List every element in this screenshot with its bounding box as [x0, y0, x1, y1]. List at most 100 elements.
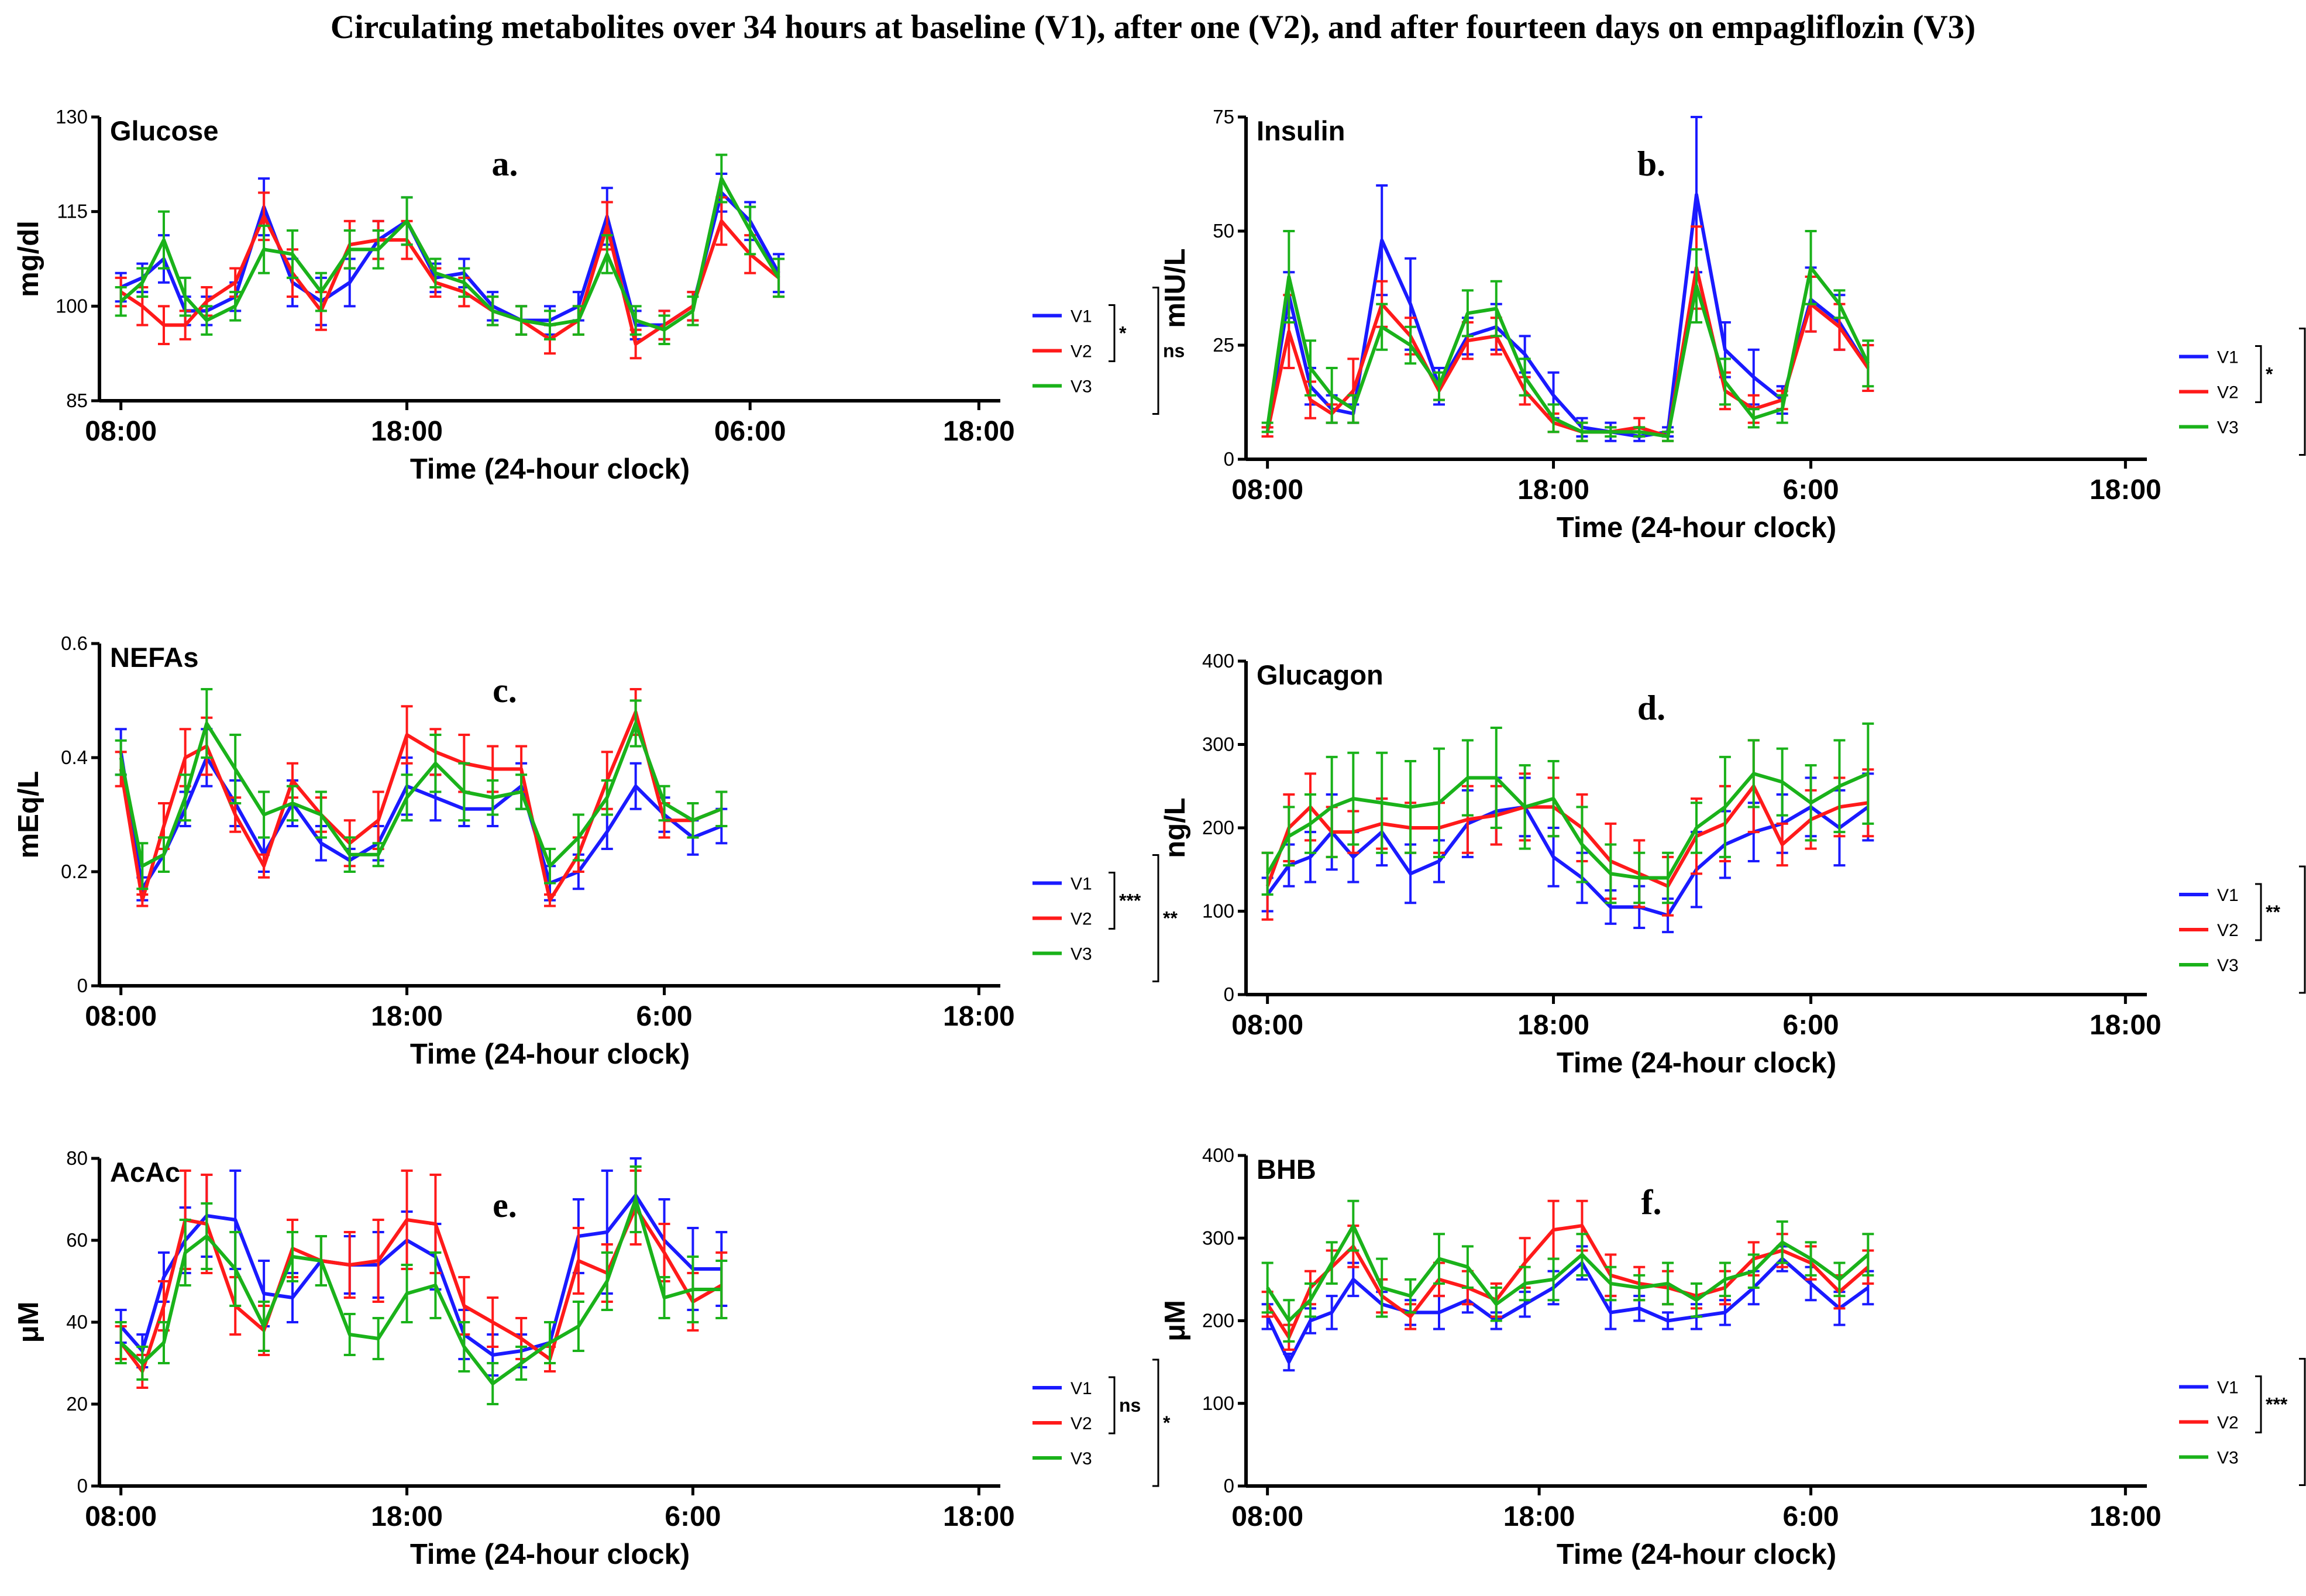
y-tick-label: 50 — [1213, 220, 1234, 242]
error-bar — [1605, 426, 1617, 438]
y-tick-label: 130 — [56, 106, 88, 128]
x-axis-label: Time (24-hour clock) — [410, 1038, 690, 1070]
y-tick-label: 0 — [1224, 448, 1234, 470]
error-bar — [372, 229, 384, 270]
legend: V1 V2 V3 — [1032, 875, 1092, 964]
error-bar — [401, 705, 413, 765]
error-bar — [1261, 1261, 1274, 1314]
error-bar — [343, 1231, 356, 1299]
error-bar — [1461, 289, 1474, 338]
error-bar — [1461, 739, 1474, 817]
error-bar — [136, 842, 149, 890]
error-bar — [287, 785, 298, 822]
error-bar — [429, 1251, 442, 1319]
error-bar — [715, 790, 728, 827]
error-bar — [1305, 339, 1316, 397]
error-bar — [687, 1256, 699, 1323]
error-bar — [687, 802, 699, 839]
error-bar — [515, 305, 528, 336]
error-bar — [1376, 302, 1388, 351]
legend: V1 V2 V3 — [1032, 1379, 1092, 1468]
y-axis-label: ng/L — [1159, 797, 1191, 858]
error-bar — [1376, 1257, 1388, 1318]
series-v3 — [115, 153, 785, 345]
y-axis-label: μM — [1159, 1300, 1191, 1342]
error-bar — [258, 853, 270, 879]
series-line — [1265, 1257, 1870, 1364]
panel-letter: d. — [1637, 689, 1665, 727]
significance-label: ns — [1163, 340, 1185, 362]
error-bar — [1305, 793, 1316, 854]
y-tick-label: 60 — [66, 1229, 88, 1251]
legend: V1 V2 V3 — [2179, 1378, 2239, 1468]
error-bar — [1326, 755, 1338, 858]
error-bar — [1691, 802, 1702, 854]
error-bar — [1605, 1265, 1617, 1302]
error-bar — [1747, 739, 1760, 809]
error-bar — [136, 1346, 149, 1381]
error-bar — [372, 790, 384, 850]
legend-label: V1 — [2217, 1378, 2239, 1398]
error-bar — [1747, 1253, 1760, 1289]
x-tick-label: 18:00 — [943, 1001, 1015, 1032]
x-tick-label: 18:00 — [943, 1501, 1015, 1532]
error-bar — [1261, 851, 1274, 896]
error-bar — [115, 1321, 127, 1364]
error-bar — [487, 1296, 499, 1348]
legend-label: V2 — [1071, 1414, 1092, 1433]
x-tick-label: 08:00 — [1231, 1501, 1303, 1532]
error-bar — [1283, 1299, 1295, 1343]
panel-nefas: 0 0.2 0.4 0.6 08:00 18:00 6:00 18:00 Time (24-ho… — [13, 632, 1178, 1070]
error-bar — [715, 153, 728, 204]
significance-label: *** — [1119, 890, 1141, 911]
y-tick-label: 0 — [1224, 983, 1234, 1005]
error-bar — [1405, 1278, 1417, 1314]
error-bar — [1719, 755, 1731, 858]
error-bar — [315, 790, 327, 839]
error-bar — [1433, 1233, 1445, 1285]
error-bar — [1490, 280, 1502, 338]
error-bar — [158, 836, 170, 873]
error-bar — [773, 257, 785, 298]
error-bar — [1547, 760, 1560, 838]
series-v3 — [1261, 722, 1874, 904]
legend-label: V3 — [2217, 418, 2239, 438]
error-bar — [1490, 727, 1502, 829]
panel-acac: 0 20 40 60 80 08:00 18:00 6:00 18:00 Time (24-hou… — [13, 1147, 1171, 1570]
y-tick-label: 75 — [1213, 106, 1234, 128]
error-bar — [229, 1231, 242, 1307]
error-bar — [515, 1346, 528, 1381]
x-tick-label: 6:00 — [636, 1001, 693, 1032]
error-bar — [201, 1202, 213, 1270]
error-bar — [372, 1219, 384, 1303]
x-tick-label: 18:00 — [2090, 1501, 2162, 1532]
panel-title: Insulin — [1257, 115, 1345, 146]
error-bar — [658, 1276, 670, 1319]
error-bar — [1747, 408, 1760, 429]
error-bar — [1347, 394, 1359, 424]
legend: V1 V2 V3 — [1032, 307, 1092, 397]
error-bar — [1605, 843, 1617, 904]
error-bar — [429, 734, 442, 793]
error-bar — [179, 773, 191, 822]
series-v3 — [1261, 230, 1874, 442]
error-bar — [601, 813, 613, 850]
legend: V1 V2 V3 — [2179, 348, 2239, 438]
error-bar — [1776, 822, 1788, 867]
legend-label: V2 — [2217, 921, 2239, 940]
significance-bracket: *** — [2299, 1358, 2306, 1486]
error-bar — [1633, 426, 1646, 438]
x-tick-label: 6:00 — [1783, 474, 1839, 505]
significance-label: * — [1163, 1412, 1171, 1433]
error-bar — [372, 842, 384, 868]
significance-label: * — [1119, 323, 1127, 344]
series-line — [119, 177, 780, 332]
y-tick-label: 400 — [1202, 1144, 1234, 1166]
error-bar — [1691, 248, 1702, 324]
panel-letter: a. — [492, 145, 518, 183]
x-tick-label: 18:00 — [1503, 1501, 1575, 1532]
x-tick-label: 08:00 — [1231, 1010, 1303, 1041]
significance-bracket: * — [1152, 1358, 1171, 1487]
legend-label: V2 — [2217, 1413, 2239, 1433]
error-bar — [115, 286, 127, 317]
